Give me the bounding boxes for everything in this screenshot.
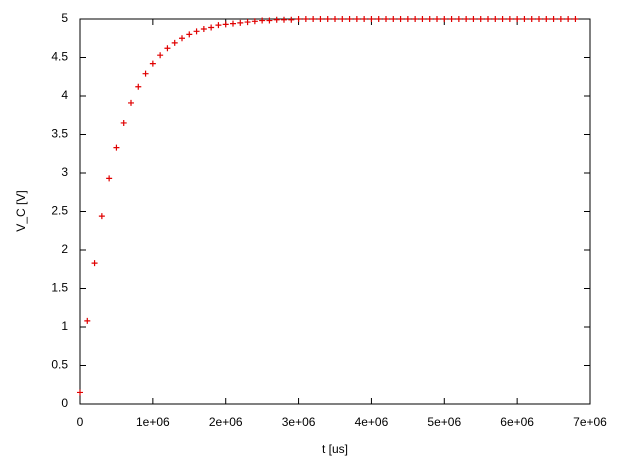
point	[157, 52, 164, 59]
y-tick-label: 0.5	[51, 358, 68, 372]
point	[565, 16, 572, 22]
point	[339, 16, 346, 22]
plot-frame	[79, 18, 591, 405]
x-tick-label: 5e+06	[427, 415, 461, 429]
point	[135, 83, 142, 90]
point	[485, 16, 491, 22]
point	[426, 16, 433, 22]
point	[77, 389, 83, 396]
point	[441, 16, 448, 22]
point	[230, 20, 236, 27]
point	[171, 39, 178, 46]
y-tick-label: 0	[61, 396, 68, 410]
point	[98, 213, 105, 220]
point	[244, 19, 251, 26]
point	[273, 16, 280, 23]
x-tick-label: 4e+06	[355, 415, 389, 429]
point	[557, 16, 564, 22]
x-axis-label: t [us]	[322, 442, 348, 456]
point	[193, 28, 200, 35]
point	[383, 16, 389, 22]
point	[113, 144, 120, 151]
point	[455, 16, 462, 22]
y-tick-label: 4.5	[51, 50, 68, 64]
point	[295, 16, 302, 22]
point	[492, 16, 499, 22]
point	[404, 16, 411, 22]
point	[186, 31, 193, 38]
x-tick-label: 2e+06	[209, 415, 243, 429]
y-tick-label: 2	[61, 242, 68, 256]
point	[324, 16, 331, 22]
point	[237, 19, 244, 26]
y-tick-label: 2.5	[51, 204, 68, 218]
point	[208, 24, 215, 31]
point	[514, 16, 521, 22]
y-tick-label: 1	[61, 319, 68, 333]
point	[91, 260, 98, 267]
point	[543, 16, 550, 22]
y-axis-label: V_C [V]	[14, 190, 28, 231]
point	[332, 16, 338, 22]
y-tick-label: 3.5	[51, 127, 68, 141]
point	[463, 16, 470, 22]
point	[521, 16, 528, 22]
point	[84, 317, 91, 324]
point	[550, 16, 557, 22]
y-tick-label: 3	[61, 165, 68, 179]
point	[266, 17, 273, 24]
point	[215, 22, 222, 29]
point	[390, 16, 397, 22]
point	[397, 16, 404, 22]
y-tick-label: 5	[61, 11, 68, 25]
point	[106, 175, 113, 182]
point	[506, 16, 513, 22]
point	[164, 45, 171, 52]
point	[353, 16, 360, 22]
x-tick-label: 6e+06	[500, 415, 534, 429]
point	[375, 16, 382, 22]
x-tick-label: 0	[77, 415, 84, 429]
point	[572, 16, 579, 22]
point	[302, 16, 309, 22]
point	[528, 16, 535, 22]
point	[448, 16, 455, 22]
point	[281, 16, 287, 23]
point	[120, 119, 127, 126]
point	[317, 16, 324, 22]
point	[346, 16, 353, 22]
point	[419, 16, 426, 22]
point	[499, 16, 506, 22]
point	[470, 16, 477, 22]
point	[179, 35, 185, 42]
point	[251, 18, 258, 25]
point	[368, 16, 375, 22]
point	[128, 99, 134, 106]
y-tick-label: 4	[61, 88, 68, 102]
point	[361, 16, 368, 22]
point	[412, 16, 419, 22]
point	[259, 17, 266, 24]
x-tick-label: 7e+06	[573, 415, 607, 429]
point	[536, 16, 542, 22]
point	[477, 16, 484, 22]
point	[434, 16, 440, 22]
point	[149, 60, 156, 67]
y-tick-label: 1.5	[51, 281, 68, 295]
point	[310, 16, 317, 22]
x-tick-label: 3e+06	[282, 415, 316, 429]
point	[142, 70, 149, 77]
point	[200, 26, 207, 33]
point	[222, 21, 229, 28]
x-tick-label: 1e+06	[136, 415, 170, 429]
point	[288, 16, 295, 23]
